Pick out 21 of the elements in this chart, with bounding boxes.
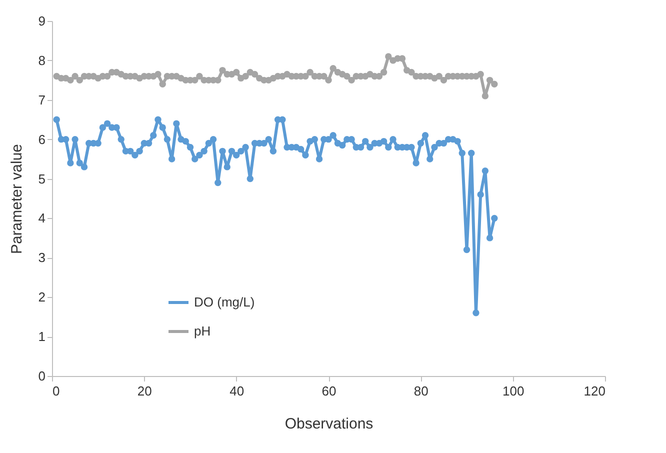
y-tick-label: 0: [38, 368, 46, 384]
y-tick-label: 6: [38, 132, 46, 147]
x-tick-label: 80: [414, 384, 428, 398]
y-tick-label: 3: [38, 250, 46, 266]
y-tick-label: 8: [38, 52, 46, 68]
y-tick-label: 9: [38, 14, 46, 28]
x-tick-label: 100: [502, 384, 524, 398]
x-tick-label: 40: [230, 384, 244, 398]
x-tick-label: 60: [322, 384, 336, 398]
legend-label: DO (mg/L): [194, 294, 255, 310]
y-tick-label: 2: [38, 290, 46, 305]
y-tick-label: 5: [38, 171, 46, 186]
x-axis-title: Observations: [284, 416, 374, 432]
x-tick-label: 0: [52, 384, 60, 398]
legend-label: pH: [194, 324, 211, 338]
y-tick-label: 1: [38, 329, 46, 344]
x-tick-label: 120: [584, 384, 606, 398]
x-tick-label: 20: [137, 384, 152, 398]
y-tick-label: 4: [38, 210, 46, 226]
y-axis-title: Parameter value: [8, 144, 26, 254]
y-tick-label: 7: [38, 92, 46, 108]
